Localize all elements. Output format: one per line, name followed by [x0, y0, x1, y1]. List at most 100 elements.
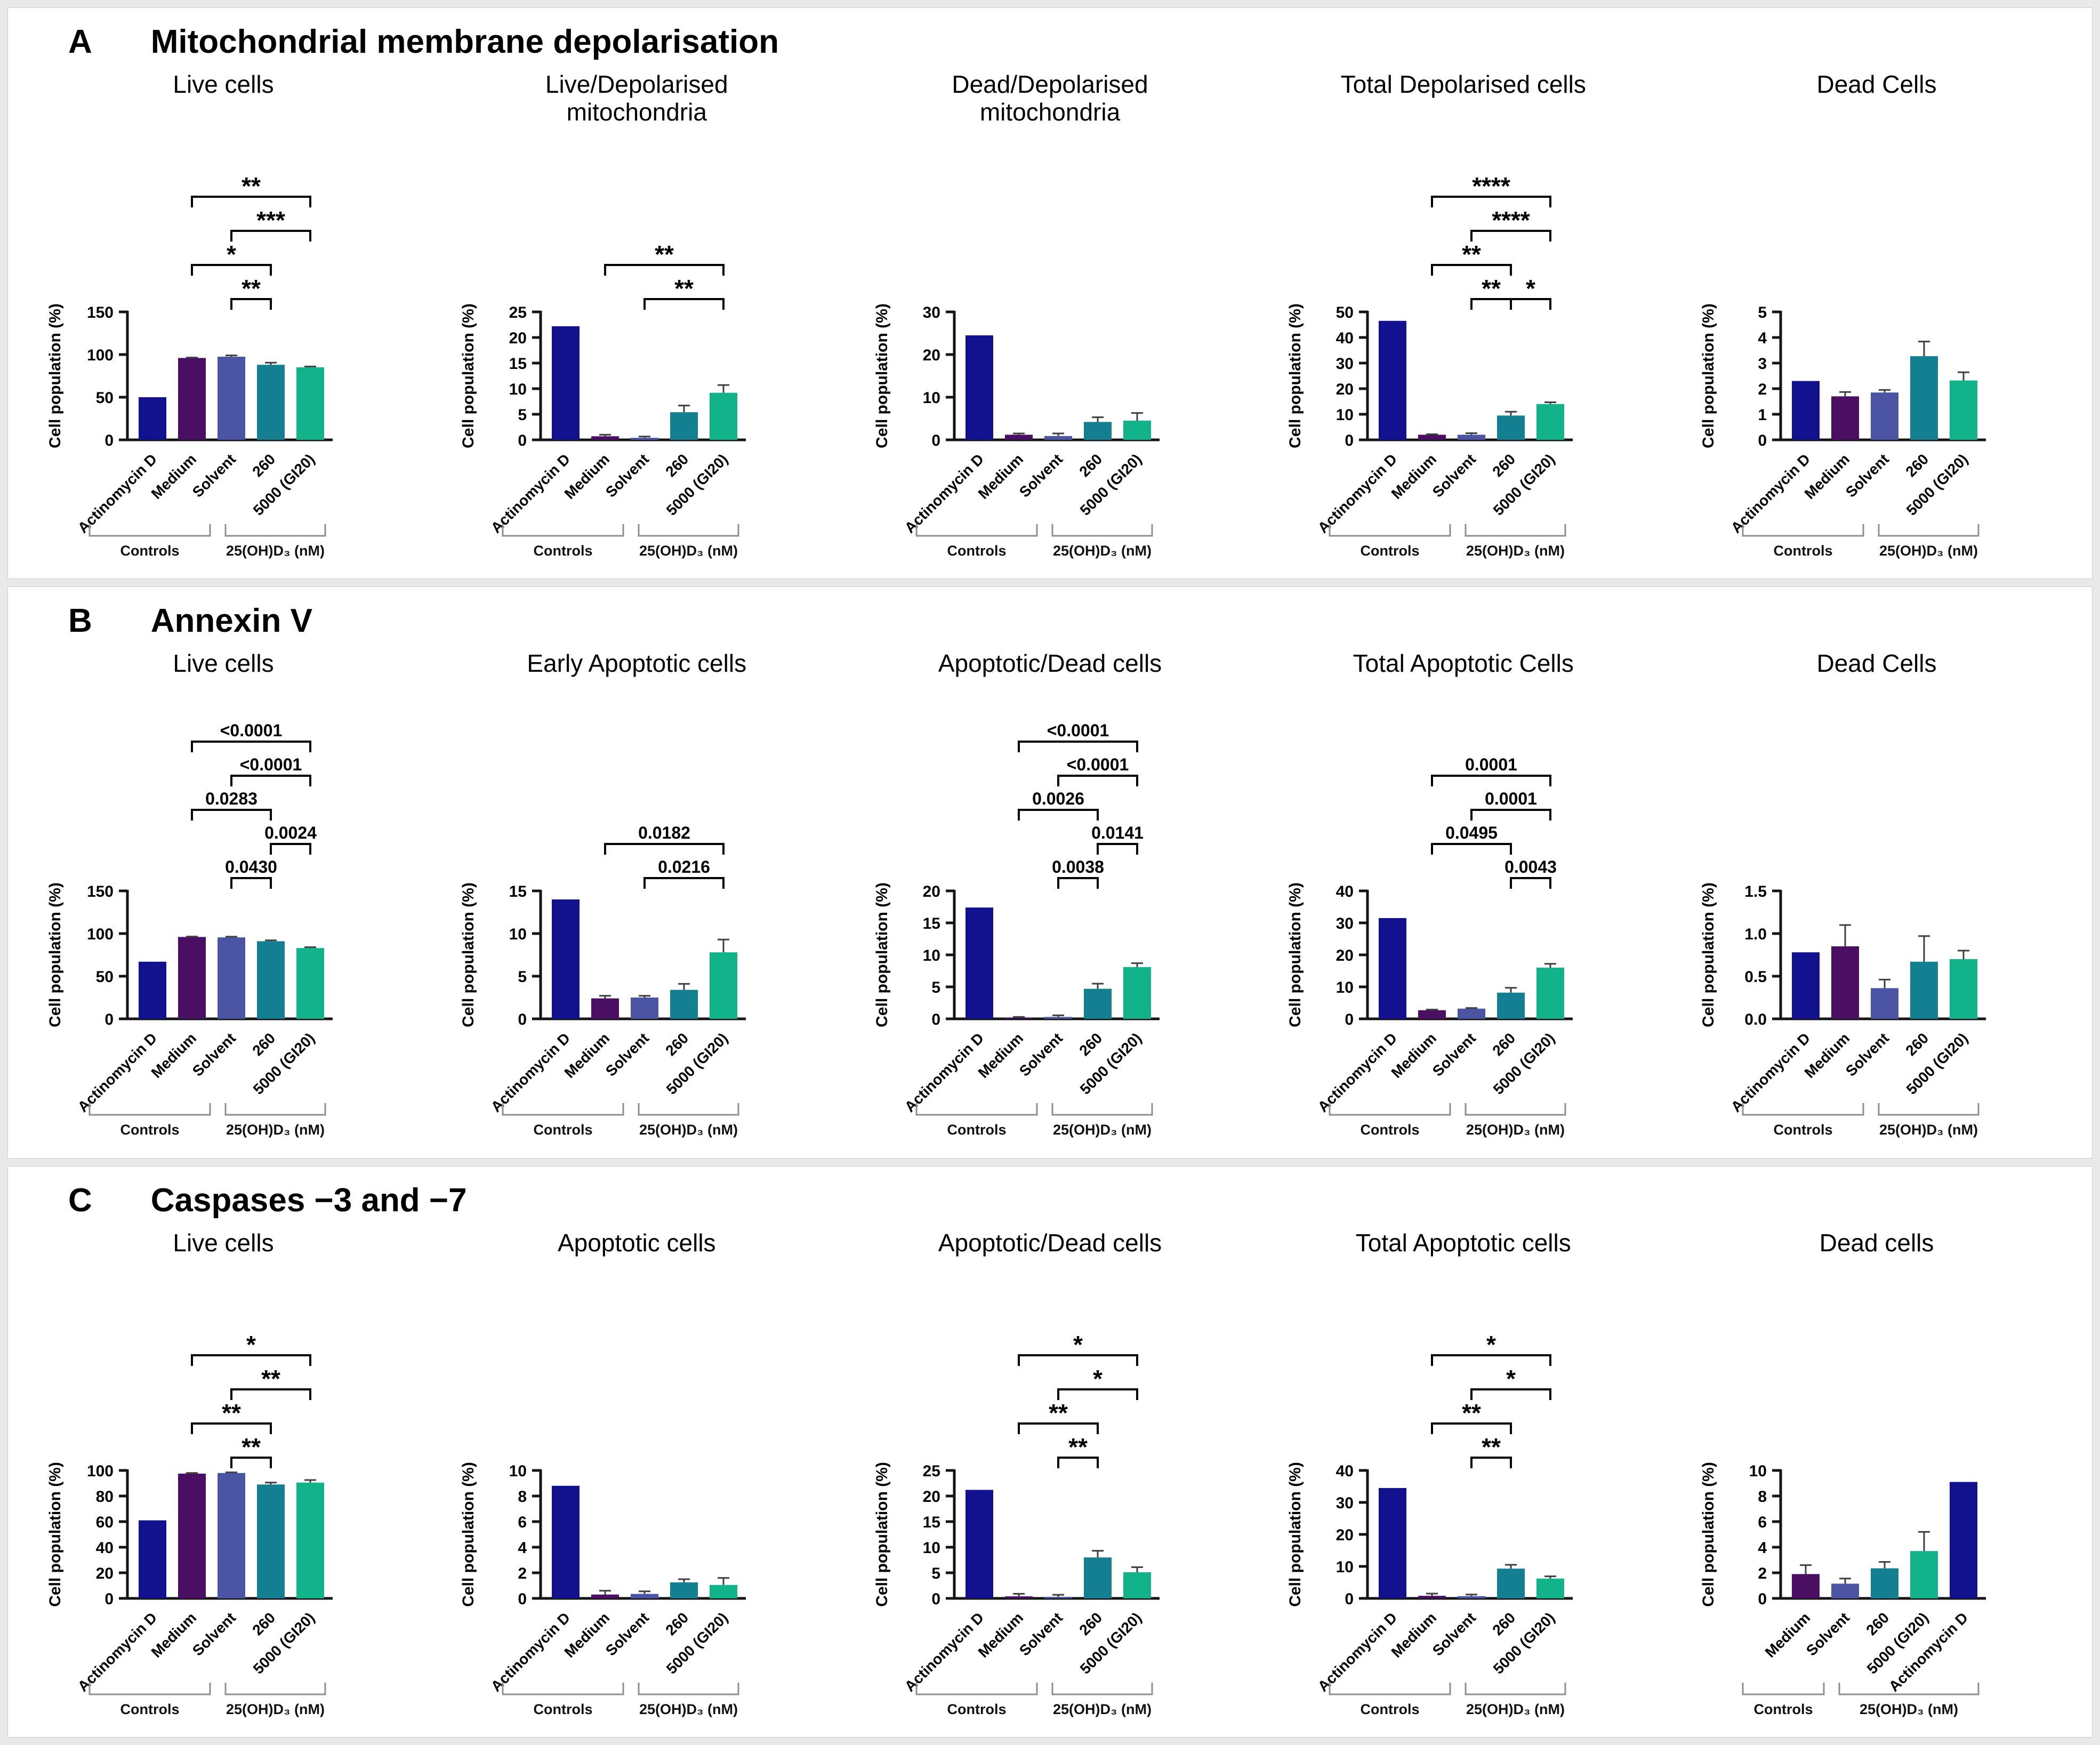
- significance-bracket: [1509, 877, 1551, 889]
- x-category-label: Actinomycin D: [75, 1030, 160, 1116]
- significance-label: *: [1073, 1331, 1083, 1358]
- significance-label: *: [246, 1331, 256, 1358]
- y-tick-label: 10: [922, 947, 940, 964]
- y-tick-label: 0: [104, 1011, 114, 1028]
- y-tick-label: 10: [1335, 1558, 1353, 1576]
- bar: [139, 397, 166, 440]
- charts-row: Live cells 0 50 100 150 Cell population (%) A…: [23, 69, 2077, 578]
- bar: [257, 941, 285, 1019]
- group-bracket: [1742, 1103, 1864, 1116]
- panel-header: C Caspases −3 and −7: [23, 1174, 2077, 1227]
- y-tick-label: 10: [922, 389, 940, 407]
- bar: [178, 1473, 206, 1598]
- y-axis-label: Cell population (%): [460, 1462, 477, 1607]
- group-label: 25(OH)D₃ (nM): [1879, 1122, 1978, 1138]
- bar-chart-svg: 0 5 10 15 20 25 Cell population (%) Actinomycin…: [873, 1331, 1160, 1717]
- x-category-label: Actinomycin D: [75, 451, 160, 536]
- x-category-label: Solvent: [602, 1609, 652, 1659]
- bar: [178, 937, 206, 1019]
- y-tick-label: 6: [1758, 1514, 1767, 1531]
- y-tick-label: 40: [1335, 883, 1353, 900]
- y-axis-label: Cell population (%): [1286, 1462, 1304, 1607]
- chart-title: Total Depolarised cells: [1340, 70, 1586, 98]
- group-bracket: [1051, 1682, 1153, 1695]
- bar: [1123, 967, 1151, 1019]
- y-tick-label: 0: [1345, 1011, 1354, 1028]
- y-tick-label: 5: [931, 1565, 940, 1582]
- group-bracket: [88, 1682, 211, 1695]
- y-tick-label: 10: [922, 1539, 940, 1557]
- x-category-label: 260: [249, 1609, 278, 1638]
- significance-label: ****: [1472, 172, 1510, 200]
- group-label: Controls: [120, 1122, 180, 1138]
- significance-label: <0.0001: [1066, 755, 1129, 774]
- bar: [1496, 1568, 1525, 1598]
- charts-row: Live cells 0 20 40 60 80 100 Cell population (…: [23, 1227, 2077, 1737]
- group-bracket: [1465, 524, 1566, 537]
- bar: [257, 365, 285, 440]
- significance-bracket: [230, 775, 311, 787]
- significance-label: **: [242, 275, 261, 302]
- group-label: Controls: [1360, 1122, 1419, 1138]
- bar: [591, 1594, 619, 1598]
- x-category-label: Solvent: [1016, 1609, 1065, 1659]
- group-label: 25(OH)D₃ (nM): [1053, 1122, 1152, 1138]
- y-axis-label: Cell population (%): [873, 303, 891, 448]
- bar: [1910, 962, 1938, 1019]
- bar-chart-svg: 0 50 100 150 Cell population (%) Actinomycin …: [46, 721, 333, 1138]
- y-tick-label: 0: [931, 432, 940, 449]
- group-label: 25(OH)D₃ (nM): [1466, 1701, 1565, 1717]
- y-tick-label: 25: [509, 304, 527, 321]
- chart-title: Live cells: [173, 1228, 274, 1257]
- group-bracket: [1838, 1682, 1980, 1695]
- group-bracket: [1742, 524, 1864, 537]
- x-category-label: 260: [1076, 1030, 1105, 1059]
- chart-title: Apoptotic/Dead cells: [938, 649, 1162, 678]
- significance-bracket: [1430, 1354, 1551, 1366]
- group-bracket: [1329, 524, 1451, 537]
- bar: [1871, 392, 1898, 440]
- significance-bracket: [191, 809, 272, 821]
- y-tick-label: 5: [1758, 304, 1767, 321]
- group-label: 25(OH)D₃ (nM): [1466, 543, 1565, 559]
- bar: [178, 358, 206, 440]
- bar: [1871, 988, 1898, 1019]
- bar: [296, 948, 324, 1019]
- group-label: 25(OH)D₃ (nM): [1053, 1701, 1152, 1717]
- y-tick-label: 8: [1758, 1488, 1767, 1506]
- y-tick-label: 20: [509, 329, 527, 347]
- significance-label: *: [227, 240, 236, 268]
- significance-label: <0.0001: [220, 721, 283, 740]
- y-axis-label: Cell population (%): [873, 1462, 891, 1607]
- significance-bracket: [1430, 264, 1512, 276]
- group-label: 25(OH)D₃ (nM): [1879, 543, 1978, 559]
- y-tick-label: 0: [518, 432, 527, 449]
- significance-label: **: [222, 1399, 241, 1427]
- bar: [710, 952, 738, 1019]
- significance-bracket: [230, 1388, 311, 1400]
- significance-label: <0.0001: [1047, 721, 1109, 740]
- bar: [552, 899, 580, 1019]
- significance-label: **: [242, 1433, 261, 1461]
- significance-label: **: [674, 275, 694, 302]
- significance-label: 0.0495: [1445, 823, 1498, 842]
- y-tick-label: 40: [96, 1539, 114, 1557]
- x-category-label: Actinomycin D: [901, 1030, 987, 1116]
- chart-title: Total Apoptotic cells: [1355, 1228, 1571, 1257]
- charts-row: Live cells 0 50 100 150 Cell population (%) A…: [23, 648, 2077, 1157]
- group-label: 25(OH)D₃ (nM): [1053, 543, 1152, 559]
- y-tick-label: 20: [1335, 381, 1353, 398]
- bar: [218, 357, 245, 440]
- x-category-label: Solvent: [189, 1030, 239, 1080]
- bar: [1418, 1010, 1446, 1019]
- x-category-label: 260: [1863, 1609, 1892, 1638]
- y-tick-label: 0: [931, 1590, 940, 1608]
- group-label: Controls: [120, 1701, 180, 1717]
- significance-label: *: [1506, 1365, 1516, 1393]
- x-category-label: 260: [1076, 1609, 1105, 1638]
- group-bracket: [638, 1103, 739, 1116]
- significance-label: **: [1462, 240, 1481, 268]
- bar: [139, 1520, 166, 1598]
- group-bracket: [638, 1682, 739, 1695]
